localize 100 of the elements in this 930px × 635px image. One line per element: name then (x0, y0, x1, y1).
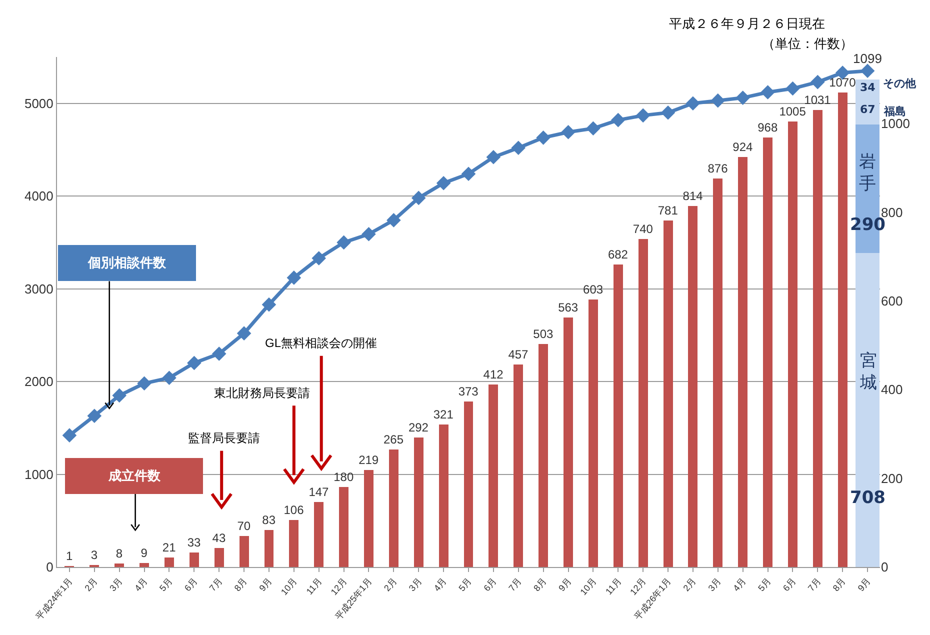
data-label: 34 (860, 81, 876, 94)
point (312, 251, 326, 266)
data-label: 21 (162, 540, 176, 555)
data-label: 8 (116, 546, 123, 560)
point (286, 270, 302, 285)
point (686, 96, 700, 111)
bar (564, 317, 573, 567)
bar (812, 110, 822, 567)
point (386, 213, 401, 228)
bar (663, 220, 673, 567)
point (786, 81, 800, 96)
y-tick-label: 5000 (24, 96, 54, 111)
point (112, 388, 126, 403)
bar (713, 178, 723, 567)
point (336, 235, 351, 250)
bar (613, 264, 623, 567)
point (236, 326, 252, 340)
x-tick-label: 2月 (382, 576, 399, 594)
point (62, 428, 77, 442)
point (511, 140, 526, 156)
point (760, 85, 775, 100)
data-label: 321 (433, 408, 454, 422)
point (810, 74, 825, 90)
data-label: 1005 (779, 104, 806, 118)
data-label: 9 (140, 546, 148, 560)
x-tick-label: 10月 (578, 576, 598, 598)
data-label: 33 (187, 535, 202, 550)
data-label: 814 (682, 189, 704, 204)
point (586, 121, 600, 136)
x-tick-label: 12月 (328, 576, 349, 598)
text: 平成２６年９月２６日現在 (669, 16, 825, 31)
point (610, 112, 626, 128)
point (187, 356, 202, 370)
text: （単位：件数） (762, 36, 853, 51)
x-tick-label: 11月 (604, 576, 624, 597)
x-tick-label: 2月 (681, 576, 698, 594)
x-tick-label: 11月 (304, 576, 324, 597)
data-label: 412 (483, 367, 504, 382)
x-tick-label: 8月 (830, 576, 848, 594)
x-tick-label: 2月 (82, 576, 100, 594)
y-tick-label: 3000 (24, 281, 54, 296)
data-label: 1 (66, 549, 73, 563)
x-tick-label: 9月 (556, 576, 574, 594)
y-tick-label: 0 (46, 560, 54, 575)
data-label: 3 (90, 548, 98, 562)
bar (738, 157, 748, 567)
point (561, 124, 576, 140)
bar (788, 121, 798, 567)
bar (314, 502, 324, 567)
bar (339, 487, 349, 567)
bar (638, 238, 648, 567)
bar (488, 384, 498, 567)
y2-tick-label: 600 (881, 293, 903, 308)
x-tick-label: 7月 (207, 576, 224, 594)
x-tick-label: 12月 (628, 576, 648, 598)
point (162, 370, 176, 385)
x-tick-label: 8月 (532, 576, 548, 594)
x-tick-label: 3月 (706, 576, 723, 594)
total-label: 1099 (853, 51, 882, 66)
point (436, 176, 451, 190)
x-tick-label: 9月 (257, 576, 274, 594)
x-tick-label: 3月 (406, 576, 424, 594)
data-label: 924 (732, 140, 754, 154)
x-tick-label: 10月 (279, 576, 299, 598)
point (710, 93, 726, 108)
point (461, 166, 476, 181)
point (262, 297, 276, 312)
point (660, 105, 676, 120)
data-label: 219 (358, 452, 379, 467)
bar (438, 424, 448, 567)
bar (414, 438, 424, 567)
bar (514, 364, 524, 567)
bar (264, 530, 274, 567)
annotation: GL無料相談会の開催 (265, 336, 378, 350)
data-label: 503 (533, 326, 554, 341)
x-tick-label: 5月 (456, 576, 474, 594)
point (860, 64, 875, 78)
bar (838, 92, 848, 567)
data-label: 83 (262, 513, 276, 528)
y2-tick-label: 1000 (881, 116, 910, 132)
data-label: 106 (284, 502, 304, 517)
y-tick-label: 2000 (24, 374, 54, 390)
series-label: 岩手 (859, 152, 876, 194)
x-tick-label: 平成24年1月 (34, 576, 74, 622)
x-tick-label: 5月 (158, 576, 174, 594)
x-tick-label: 8月 (232, 576, 250, 594)
bar (289, 520, 299, 567)
x-tick-label: 3月 (108, 576, 124, 594)
bar (364, 470, 374, 567)
y-tick-label: 4000 (24, 188, 54, 204)
x-tick-label: 4月 (432, 576, 449, 594)
data-label: 603 (583, 282, 604, 297)
data-label: 292 (408, 420, 429, 434)
data-label: 67 (860, 103, 876, 116)
x-tick-label: 7月 (806, 576, 823, 594)
point (736, 90, 750, 105)
y2-tick-label: 200 (881, 470, 903, 486)
x-tick-label: 6月 (482, 576, 498, 594)
point (87, 408, 102, 423)
data-label: 682 (608, 248, 628, 262)
